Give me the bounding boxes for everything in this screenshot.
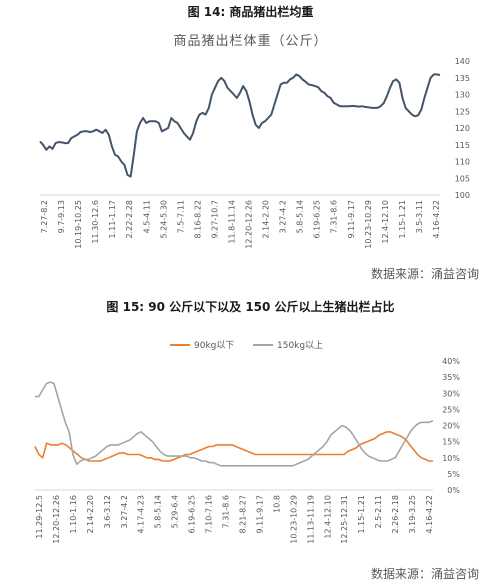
x-tick-label: 7.27-8.2 [40, 200, 49, 233]
x-tick-label: 12.25-12.31 [340, 495, 349, 544]
chart-1-plot: 100 105 110 115 120 125 130 135 140 7.27-8.2 9.7-9… [39, 57, 470, 249]
x-tick-label: 12.20-12.26 [245, 200, 254, 249]
y-tick-label: 30% [442, 389, 460, 398]
x-tick-label: 11.29-12.5 [35, 495, 44, 539]
x-tick-label: 10.23-10.29 [289, 495, 298, 544]
x-tick-label: 7.31-8.6 [222, 495, 231, 528]
y-tick-label: 125 [455, 107, 470, 116]
x-tick-label: 4.5-4.11 [142, 200, 151, 233]
x-tick-label: 5.8-5.14 [296, 200, 305, 233]
y-tick-label: 10% [442, 454, 460, 463]
x-tick-label: 1.15-1.21 [357, 495, 366, 534]
y-tick-label: 100 [455, 191, 470, 200]
series-line-1 [34, 431, 433, 462]
x-tick-label: 11.8-11.14 [227, 200, 236, 244]
figure-14-caption: 图 14: 商品猪出栏均重 [187, 5, 314, 19]
x-tick-label: 1.15-1.21 [398, 200, 407, 239]
x-tick-label: 3.19-3.25 [408, 495, 417, 534]
x-tick-label: 8.16-8.22 [193, 200, 202, 239]
y-tick-label: 25% [442, 405, 460, 414]
x-tick-label: 3.6-3.12 [103, 495, 112, 528]
x-tick-label: 4.17-4.23 [137, 495, 146, 534]
legend-label-2: 150kg以上 [277, 340, 323, 351]
x-tick-label: 7.31-8.6 [330, 200, 339, 233]
y-tick-label: 120 [455, 124, 470, 133]
x-tick-label: 10.23-10.29 [364, 200, 373, 249]
y-tick-label: 20% [442, 422, 460, 431]
y-tick-label: 0% [447, 486, 460, 495]
x-tick-label: 7.5-7.11 [176, 200, 185, 233]
x-tick-label: 6.19-6.25 [313, 200, 322, 239]
y-tick-label: 40% [442, 357, 460, 366]
x-tick-label: 9.27-10.7 [210, 200, 219, 239]
y-tick-label: 115 [455, 141, 470, 150]
x-tick-label: 5.8-5.14 [154, 495, 163, 528]
x-tick-label: 2.26-2.18 [391, 495, 400, 534]
x-tick-label: 4.16-4.22 [425, 495, 434, 534]
x-tick-label: 2.14-2.20 [86, 495, 95, 534]
y-tick-label: 105 [455, 174, 470, 183]
x-tick-label: 3.27-4.2 [120, 495, 129, 528]
y-tick-label: 140 [455, 57, 470, 66]
y-tick-label: 15% [442, 438, 460, 447]
x-tick-label: 9.11-9.17 [255, 495, 264, 534]
x-tick-label: 1.10-1.16 [69, 495, 78, 534]
x-tick-label: 10.19-10.25 [74, 200, 83, 249]
x-tick-label: 1.11-1.17 [108, 200, 117, 239]
chart-1-title: 商品猪出栏体重（公斤） [173, 34, 328, 49]
x-tick-label: 12.4-12.10 [381, 200, 390, 244]
y-tick-label: 110 [455, 158, 470, 167]
x-tick-label: 4.16-4.22 [432, 200, 441, 239]
x-tick-label: 5.24-5.30 [159, 200, 168, 239]
x-tick-label: 8.21-8.27 [238, 495, 247, 534]
legend-label-1: 90kg以下 [194, 341, 234, 351]
y-tick-label: 5% [447, 470, 460, 479]
x-tick-label: 7.10-7.16 [205, 495, 214, 534]
x-tick-label: 2.5-2.11 [374, 495, 383, 528]
figure-15-source: 数据来源：涌益咨询 [370, 567, 479, 581]
x-tick-label: 6.19-6.25 [188, 495, 197, 534]
x-tick-label: 3.5-3.11 [415, 200, 424, 233]
x-tick-label: 9.11-9.17 [347, 200, 356, 239]
y-tick-label: 135 [455, 74, 470, 83]
x-tick-label: 12.20-12.26 [52, 495, 61, 544]
x-tick-label: 9.7-9.13 [57, 200, 66, 233]
figure-14-source: 数据来源：涌益咨询 [370, 267, 479, 281]
y-tick-label: 130 [455, 91, 470, 100]
figure-15-caption: 图 15: 90 公斤以下以及 150 公斤以上生猪出栏占比 [106, 300, 395, 314]
x-tick-label: 11.13-11.19 [306, 495, 315, 544]
x-tick-label: 3.27-4.2 [279, 200, 288, 233]
y-tick-label: 35% [442, 373, 460, 382]
x-tick-label: 2.14-2.20 [262, 200, 271, 239]
x-tick-label: 10.8 [272, 495, 281, 513]
x-tick-label: 12.4-12.10 [323, 495, 332, 539]
x-tick-label: 2.22-2.28 [125, 200, 134, 239]
x-tick-label: 11.30-12.6 [91, 200, 100, 244]
series-line-2 [35, 381, 434, 467]
x-tick-label: 5.29-6.4 [171, 495, 180, 528]
series-line-1 [39, 73, 441, 178]
